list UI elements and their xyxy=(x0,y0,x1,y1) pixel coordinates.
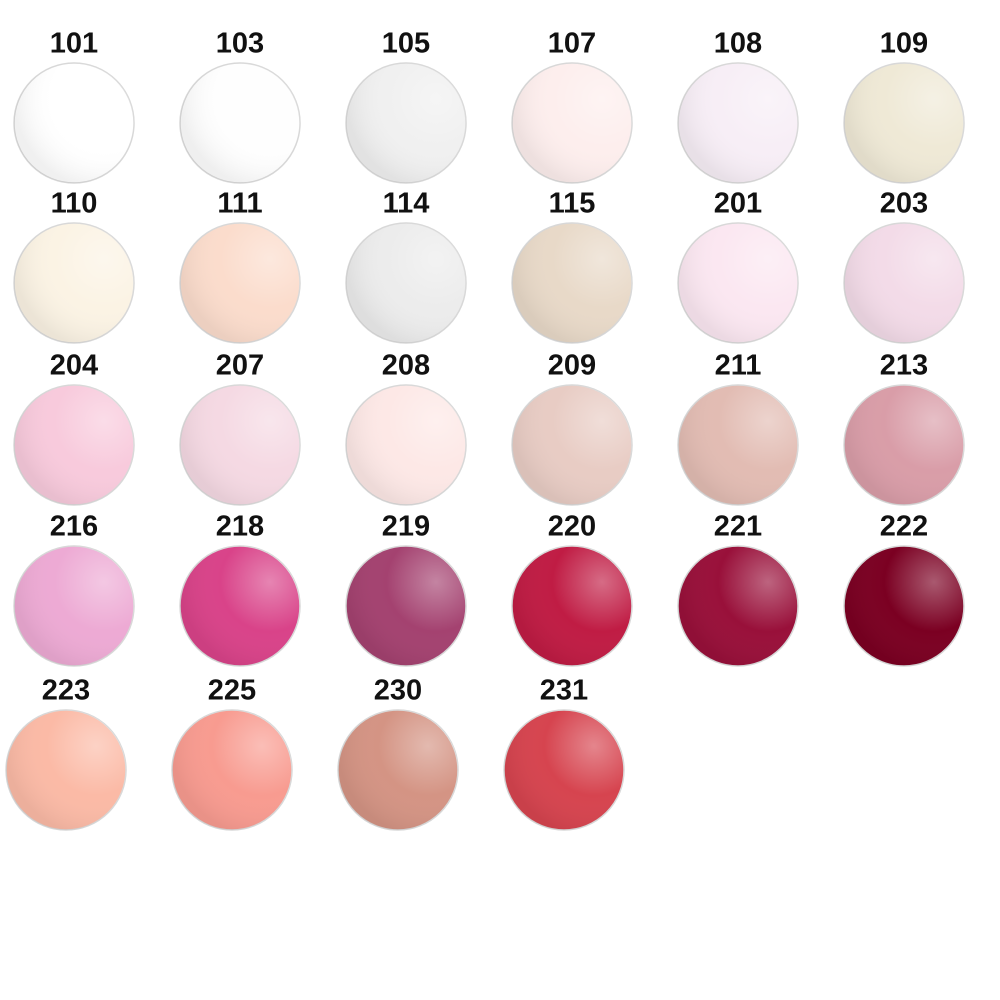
swatch-label: 115 xyxy=(549,188,596,220)
swatch: 201 xyxy=(677,188,799,344)
swatch: 114 xyxy=(345,188,467,344)
swatch-label: 101 xyxy=(50,28,98,60)
swatch-gloss xyxy=(678,546,798,666)
swatch-label: 221 xyxy=(714,511,762,543)
swatch: 231 xyxy=(503,675,625,831)
swatch-label: 230 xyxy=(374,675,422,707)
swatch: 230 xyxy=(337,675,459,831)
swatch-label: 213 xyxy=(880,350,928,382)
swatch-gloss xyxy=(512,63,632,183)
swatch-gloss xyxy=(844,546,964,666)
swatch: 218 xyxy=(179,511,301,667)
swatch-gloss xyxy=(14,223,134,343)
swatch-label: 216 xyxy=(50,511,98,543)
swatch-gloss xyxy=(512,385,632,505)
swatch-gloss xyxy=(172,710,292,830)
swatch: 105 xyxy=(345,28,467,184)
swatch-label: 110 xyxy=(51,188,98,220)
swatch: 207 xyxy=(179,350,301,506)
swatch-gloss xyxy=(678,385,798,505)
swatch-label: 111 xyxy=(217,188,262,220)
swatch-label: 201 xyxy=(714,188,762,220)
swatch-label: 218 xyxy=(216,511,264,543)
swatch: 222 xyxy=(843,511,965,667)
swatch-label: 225 xyxy=(208,675,256,707)
swatch-gloss xyxy=(346,546,466,666)
swatch: 220 xyxy=(511,511,633,667)
swatch: 221 xyxy=(677,511,799,667)
swatch: 109 xyxy=(843,28,965,184)
swatch: 208 xyxy=(345,350,467,506)
swatch-gloss xyxy=(6,710,126,830)
swatch-gloss xyxy=(14,385,134,505)
swatch-label: 211 xyxy=(715,350,762,382)
swatch: 219 xyxy=(345,511,467,667)
swatch-gloss xyxy=(346,63,466,183)
swatch: 101 xyxy=(13,28,135,184)
swatch-gloss xyxy=(678,63,798,183)
swatch: 225 xyxy=(171,675,293,831)
swatch: 209 xyxy=(511,350,633,506)
swatch: 203 xyxy=(843,188,965,344)
swatch-gloss xyxy=(346,385,466,505)
swatch-label: 231 xyxy=(540,675,588,707)
swatch: 211 xyxy=(677,350,799,506)
swatch-label: 220 xyxy=(548,511,596,543)
swatch-gloss xyxy=(844,223,964,343)
swatch-label: 107 xyxy=(548,28,596,60)
swatch-label: 109 xyxy=(880,28,928,60)
swatch-gloss xyxy=(180,223,300,343)
swatch: 213 xyxy=(843,350,965,506)
swatch: 223 xyxy=(5,675,127,831)
swatch: 204 xyxy=(13,350,135,506)
swatch: 107 xyxy=(511,28,633,184)
swatch-gloss xyxy=(14,63,134,183)
swatch-label: 207 xyxy=(216,350,264,382)
swatch-gloss xyxy=(338,710,458,830)
swatch: 111 xyxy=(179,188,301,344)
swatch-label: 203 xyxy=(880,188,928,220)
swatch-label: 223 xyxy=(42,675,90,707)
swatch-label: 208 xyxy=(382,350,430,382)
swatch-gloss xyxy=(180,546,300,666)
swatch-label: 204 xyxy=(50,350,98,382)
swatch-gloss xyxy=(678,223,798,343)
swatch-gloss xyxy=(14,546,134,666)
swatch-label: 114 xyxy=(383,188,430,220)
swatch: 108 xyxy=(677,28,799,184)
swatch-label: 209 xyxy=(548,350,596,382)
swatch-label: 105 xyxy=(382,28,430,60)
swatch-label: 103 xyxy=(216,28,264,60)
swatch: 103 xyxy=(179,28,301,184)
swatch-label: 108 xyxy=(714,28,762,60)
swatch-gloss xyxy=(504,710,624,830)
swatch-gloss xyxy=(180,385,300,505)
swatch-gloss xyxy=(346,223,466,343)
swatch: 110 xyxy=(13,188,135,344)
swatch-gloss xyxy=(512,223,632,343)
swatch-label: 222 xyxy=(880,511,928,543)
swatch: 115 xyxy=(511,188,633,344)
swatch-gloss xyxy=(844,385,964,505)
swatch: 216 xyxy=(13,511,135,667)
swatch-gloss xyxy=(844,63,964,183)
swatch-gloss xyxy=(512,546,632,666)
swatch-label: 219 xyxy=(382,511,430,543)
swatch-gloss xyxy=(180,63,300,183)
